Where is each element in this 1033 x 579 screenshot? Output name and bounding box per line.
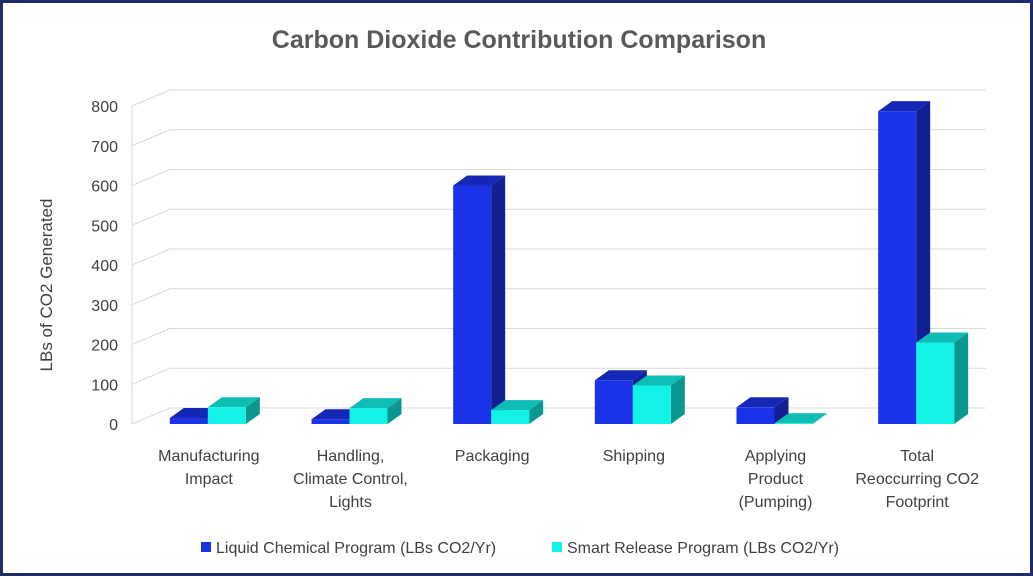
bar-front-face xyxy=(632,385,671,424)
bar-side-face xyxy=(812,413,827,424)
gridline-400 xyxy=(131,248,986,266)
bar-smart-release xyxy=(632,375,685,424)
bar-front-face xyxy=(311,419,350,424)
bars xyxy=(169,101,969,424)
bar-top-face xyxy=(207,397,260,408)
legend: Liquid Chemical Program (LBs CO2/Yr) Sma… xyxy=(201,540,839,557)
gridlines xyxy=(131,89,986,425)
y-tick-label: 300 xyxy=(91,298,118,315)
y-tick-label: 700 xyxy=(91,139,118,156)
bar-front-face xyxy=(878,111,917,424)
bar-front-face xyxy=(169,418,208,424)
gridline-300 xyxy=(131,288,986,306)
bar-side-face xyxy=(774,397,789,424)
legend-label-liquid-chemical: Liquid Chemical Program (LBs CO2/Yr) xyxy=(216,540,496,557)
gridline-200 xyxy=(131,328,986,345)
bar-front-face xyxy=(453,185,492,424)
bar-top-face xyxy=(632,375,685,386)
bar-front-face xyxy=(491,410,530,424)
gridline-700 xyxy=(131,129,986,147)
bar-liquid-chemical xyxy=(453,175,506,424)
bar-front-face xyxy=(207,407,246,424)
bar-side-face xyxy=(529,400,544,424)
bar-side-face xyxy=(387,398,402,424)
bar-top-face xyxy=(774,413,827,424)
bar-side-face xyxy=(954,332,969,424)
gridline-800 xyxy=(131,89,986,107)
legend-label-smart-release: Smart Release Program (LBs CO2/Yr) xyxy=(567,540,839,557)
bar-smart-release xyxy=(491,400,544,424)
bar-front-face xyxy=(736,407,775,424)
y-tick-label: 600 xyxy=(91,179,118,196)
gridline-600 xyxy=(131,169,986,186)
gridline-500 xyxy=(131,208,986,226)
legend-swatch-liquid-chemical xyxy=(201,542,211,552)
bar-smart-release xyxy=(774,413,827,424)
bar-smart-release xyxy=(916,332,969,424)
gridline-0 xyxy=(131,407,986,425)
bar-side-face xyxy=(245,397,260,424)
x-category-label: Manufacturing Impact xyxy=(158,448,259,488)
y-tick-label: 0 xyxy=(109,417,118,434)
y-tick-label: 200 xyxy=(91,338,118,355)
bar-top-face xyxy=(878,101,931,112)
legend-swatch-smart-release xyxy=(552,542,562,552)
bar-top-face xyxy=(736,397,789,408)
bar-top-face xyxy=(349,398,402,409)
category-labels: Manufacturing Impact Handling, Climate Cont… xyxy=(158,448,979,511)
gridline-100 xyxy=(131,367,986,385)
bar-liquid-chemical xyxy=(594,370,647,424)
x-category-label: Shipping xyxy=(603,448,665,465)
y-tick-label: 100 xyxy=(91,377,118,394)
bar-top-face xyxy=(916,332,969,343)
bar-top-face xyxy=(453,175,506,186)
bar-side-face xyxy=(670,375,685,424)
x-category-label: Total Reoccurring CO2 Footprint xyxy=(855,448,979,511)
bar-side-face xyxy=(491,175,506,424)
x-category-label: Handling, Climate Control, Lights xyxy=(293,448,408,511)
bar-front-face xyxy=(349,408,388,424)
y-tick-label: 500 xyxy=(91,218,118,235)
bar-front-face xyxy=(774,423,813,424)
bar-front-face xyxy=(916,342,955,424)
bar-smart-release xyxy=(349,398,402,424)
x-category-label: Applying Product (Pumping) xyxy=(739,448,813,511)
bar-chart: Carbon Dioxide Contribution Comparison L… xyxy=(37,26,986,557)
chart-title: Carbon Dioxide Contribution Comparison xyxy=(272,26,766,54)
y-axis-ticks: 0 100 200 300 400 500 600 700 800 xyxy=(91,99,118,434)
y-tick-label: 800 xyxy=(91,99,118,116)
bar-top-face xyxy=(491,400,544,411)
y-axis-title: LBs of CO2 Generated xyxy=(37,199,56,372)
y-tick-label: 400 xyxy=(91,258,118,275)
bar-top-face xyxy=(594,370,647,381)
bar-smart-release xyxy=(207,397,260,424)
bar-front-face xyxy=(594,380,633,424)
bar-liquid-chemical xyxy=(736,397,789,424)
x-category-label: Packaging xyxy=(455,448,530,465)
